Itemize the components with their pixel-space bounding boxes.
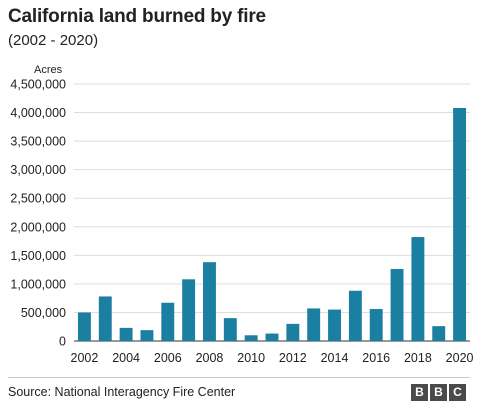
bar-2020 bbox=[453, 107, 467, 341]
logo-letter: B bbox=[430, 384, 447, 401]
logo-letter: B bbox=[411, 384, 428, 401]
x-tick-label: 2012 bbox=[279, 351, 307, 365]
bar-2018 bbox=[411, 237, 425, 341]
chart-title: California land burned by fire bbox=[8, 6, 266, 27]
y-axis-label: Acres bbox=[34, 64, 63, 76]
x-tick-label: 2006 bbox=[154, 351, 182, 365]
bar-2005 bbox=[140, 330, 154, 341]
bar-2013 bbox=[307, 308, 321, 341]
bar-2011 bbox=[265, 333, 279, 341]
logo-letter: C bbox=[449, 384, 466, 401]
x-tick-label: 2002 bbox=[71, 351, 99, 365]
bar-2016 bbox=[369, 309, 383, 341]
bars bbox=[77, 107, 467, 341]
x-tick-label: 2016 bbox=[362, 351, 390, 365]
chart-subtitle: (2002 - 2020) bbox=[8, 32, 99, 49]
y-tick-label: 500,000 bbox=[21, 306, 66, 320]
y-tick-label: 2,000,000 bbox=[10, 220, 66, 234]
source-note: Source: National Interagency Fire Center bbox=[8, 385, 236, 399]
x-tick-label: 2018 bbox=[404, 351, 432, 365]
gridlines bbox=[74, 83, 470, 342]
bbc-logo: B B C bbox=[411, 384, 466, 401]
y-tick-labels: 0 500,000 1,000,000 1,500,000 2,000,000 2,500… bbox=[10, 78, 66, 349]
footer-divider bbox=[8, 377, 470, 378]
x-tick-label: 2010 bbox=[237, 351, 265, 365]
x-tick-labels: 2002 2004 2006 2008 2010 2012 2014 2016 2018 2020 bbox=[71, 351, 474, 365]
bar-2008 bbox=[203, 262, 216, 341]
bar-2014 bbox=[328, 309, 341, 341]
y-tick-label: 4,000,000 bbox=[10, 106, 66, 120]
y-tick-label: 3,000,000 bbox=[10, 163, 66, 177]
bar-2010 bbox=[244, 335, 258, 341]
bar-2015 bbox=[348, 290, 362, 341]
x-tick-label: 2020 bbox=[446, 351, 474, 365]
x-tick-label: 2014 bbox=[321, 351, 349, 365]
bar-2019 bbox=[432, 326, 446, 341]
bar-2004 bbox=[119, 327, 133, 341]
x-tick-label: 2008 bbox=[196, 351, 224, 365]
y-tick-label: 4,500,000 bbox=[10, 78, 66, 92]
bar-2003 bbox=[98, 296, 112, 341]
bar-chart: Acres 0 500,000 1,000,000 1,500,000 2,000,00… bbox=[10, 64, 474, 365]
y-tick-label: 1,000,000 bbox=[10, 277, 66, 291]
bar-2006 bbox=[161, 302, 175, 341]
bar-2007 bbox=[182, 279, 196, 341]
bar-2009 bbox=[223, 318, 237, 341]
y-tick-label: 1,500,000 bbox=[10, 249, 66, 263]
y-tick-label: 3,500,000 bbox=[10, 135, 66, 149]
y-tick-label: 2,500,000 bbox=[10, 192, 66, 206]
x-tick-label: 2004 bbox=[112, 351, 140, 365]
bar-2002 bbox=[77, 312, 91, 341]
y-tick-label: 0 bbox=[59, 335, 66, 349]
bar-2012 bbox=[286, 323, 300, 341]
bar-2017 bbox=[390, 269, 404, 341]
